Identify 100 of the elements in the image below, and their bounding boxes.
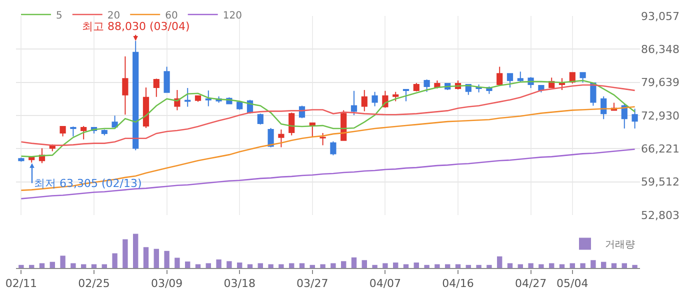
bar bbox=[414, 262, 419, 268]
candlestick bbox=[413, 82, 420, 92]
y-tick-label: 66,221 bbox=[641, 142, 680, 156]
line-series bbox=[20, 80, 636, 158]
bar bbox=[518, 264, 523, 268]
bar bbox=[445, 264, 450, 268]
bar bbox=[133, 234, 138, 268]
bar bbox=[154, 248, 159, 268]
bar bbox=[601, 262, 606, 268]
bar bbox=[122, 239, 128, 268]
candlestick bbox=[194, 94, 202, 102]
y-tick-label: 72,930 bbox=[641, 109, 680, 122]
x-tick-label: 04/27 bbox=[514, 277, 547, 289]
annotation: 최고 88,030 (03/04) bbox=[82, 20, 190, 33]
bar bbox=[424, 264, 430, 268]
candlestick bbox=[496, 66, 503, 86]
bar bbox=[549, 263, 554, 268]
bar bbox=[174, 258, 180, 268]
y-tick-label: 79,639 bbox=[641, 76, 680, 90]
x-tick-label: 02/11 bbox=[5, 277, 38, 289]
bar bbox=[507, 263, 513, 268]
candlestick bbox=[60, 126, 66, 137]
bar bbox=[570, 263, 575, 268]
candlestick bbox=[402, 88, 410, 102]
x-tick-label: 03/27 bbox=[296, 277, 328, 289]
x-tick-label: 04/07 bbox=[369, 277, 402, 289]
bar bbox=[143, 247, 149, 268]
candlestick bbox=[320, 132, 326, 146]
bar bbox=[403, 264, 409, 268]
bar bbox=[497, 256, 502, 268]
candlestick bbox=[122, 56, 128, 116]
bar bbox=[341, 261, 346, 268]
bar bbox=[320, 264, 326, 268]
bar bbox=[393, 262, 398, 268]
legend-label: 120 bbox=[222, 10, 242, 22]
bar bbox=[330, 263, 336, 268]
bar bbox=[237, 262, 242, 268]
candlestick bbox=[392, 91, 399, 102]
legend-label: 거래량 bbox=[605, 240, 635, 251]
bar bbox=[185, 262, 190, 268]
bar bbox=[351, 257, 357, 268]
bar bbox=[289, 263, 294, 268]
candlestick bbox=[517, 71, 524, 82]
candlestick bbox=[372, 91, 378, 107]
candlestick bbox=[153, 78, 160, 98]
bar bbox=[206, 263, 211, 268]
bar bbox=[216, 259, 222, 268]
candlestick bbox=[288, 112, 295, 136]
candlestick bbox=[268, 128, 274, 148]
bar bbox=[195, 264, 201, 268]
candlestick bbox=[70, 126, 76, 137]
candlestick bbox=[580, 72, 586, 84]
bar bbox=[112, 253, 118, 268]
bar bbox=[362, 260, 367, 268]
candlestick bbox=[506, 72, 514, 88]
bar bbox=[611, 263, 617, 268]
candlestick bbox=[80, 126, 87, 140]
bar bbox=[382, 263, 388, 268]
bar bbox=[81, 264, 86, 268]
x-tick-label: 02/25 bbox=[78, 277, 110, 289]
bar bbox=[299, 263, 305, 268]
bar bbox=[622, 263, 627, 268]
bar bbox=[278, 264, 284, 268]
bar bbox=[476, 264, 482, 268]
x-tick-label: 05/04 bbox=[556, 277, 588, 289]
y-tick-label: 93,057 bbox=[641, 10, 680, 23]
line-series bbox=[20, 148, 636, 200]
candlestick bbox=[164, 66, 170, 94]
line-series bbox=[20, 106, 636, 191]
bar bbox=[486, 264, 492, 268]
bar bbox=[268, 264, 274, 268]
bar bbox=[226, 261, 232, 268]
candlestick bbox=[590, 82, 596, 106]
bar bbox=[39, 263, 45, 268]
line-series bbox=[20, 84, 636, 146]
candlestick bbox=[142, 86, 150, 129]
candlestick bbox=[205, 90, 212, 107]
candlestick bbox=[632, 108, 638, 129]
y-tick-label: 52,803 bbox=[641, 208, 680, 222]
legend-label: 60 bbox=[165, 10, 178, 22]
bar bbox=[538, 264, 544, 268]
candlestick bbox=[434, 80, 440, 89]
x-tick-label: 03/09 bbox=[150, 277, 183, 289]
candlestick bbox=[18, 157, 24, 162]
bar bbox=[466, 264, 471, 268]
legend-label: 20 bbox=[107, 10, 120, 22]
x-tick-label: 04/16 bbox=[442, 277, 474, 289]
candlestick bbox=[350, 90, 358, 116]
legend-label: 5 bbox=[56, 10, 62, 22]
candlestick bbox=[257, 113, 264, 126]
candlestick bbox=[538, 84, 544, 93]
bar bbox=[60, 256, 66, 268]
bar bbox=[372, 264, 378, 268]
candlestick bbox=[101, 128, 108, 136]
bar bbox=[18, 264, 24, 268]
bar bbox=[70, 263, 76, 268]
bar bbox=[164, 250, 170, 268]
bar bbox=[528, 263, 534, 268]
candlestick bbox=[330, 140, 336, 156]
bar bbox=[29, 264, 34, 268]
